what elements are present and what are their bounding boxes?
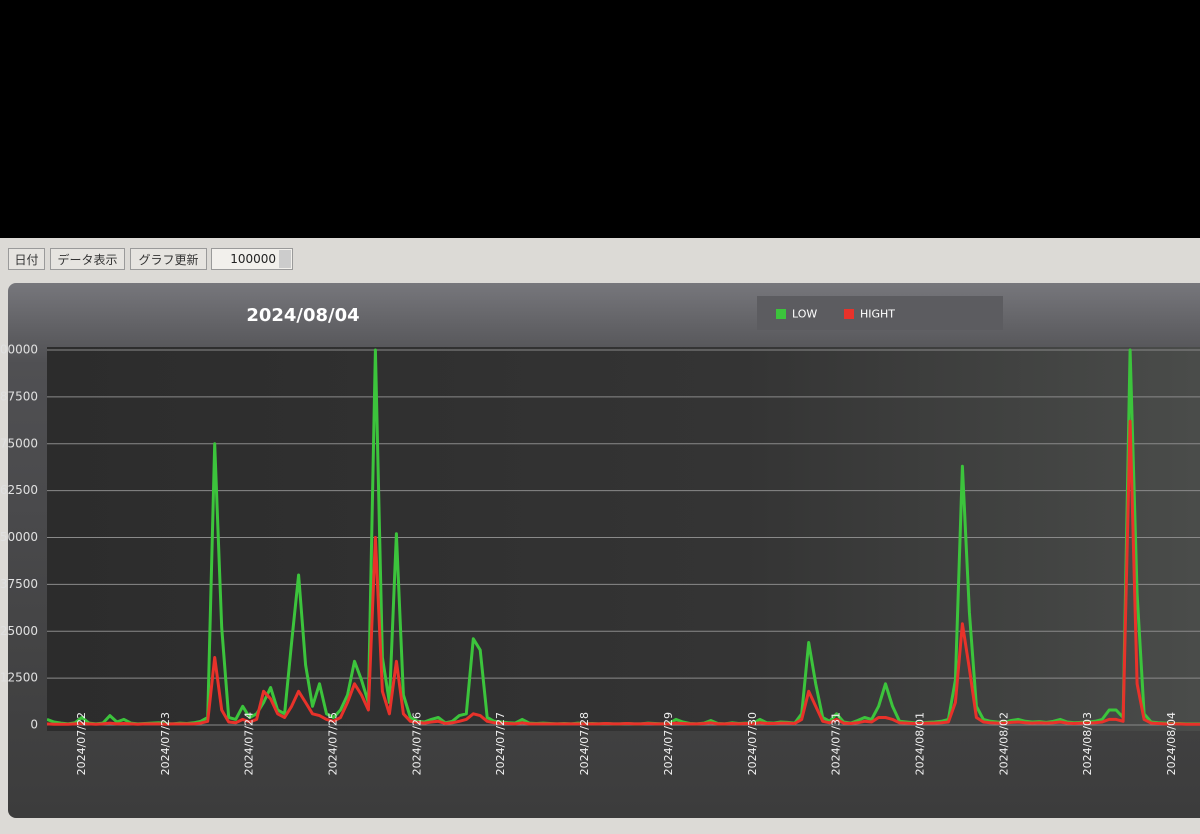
plot-area bbox=[47, 347, 1200, 731]
x-tick-label: 2024/07/31 bbox=[830, 712, 843, 775]
y-tick-label: 62500 bbox=[0, 483, 38, 497]
legend bbox=[757, 296, 1003, 330]
y-tick-label: 87500 bbox=[0, 389, 38, 403]
x-tick-label: 2024/07/29 bbox=[662, 712, 675, 775]
x-tick-label: 2024/07/27 bbox=[494, 712, 507, 775]
x-tick-label: 2024/07/22 bbox=[75, 712, 88, 775]
data-button[interactable]: データ表示 bbox=[50, 248, 125, 270]
x-tick-label: 2024/08/02 bbox=[997, 712, 1010, 775]
x-tick-label: 2024/07/26 bbox=[410, 712, 423, 775]
graph-update-button[interactable]: グラフ更新 bbox=[130, 248, 207, 270]
x-tick-label: 2024/08/03 bbox=[1081, 712, 1094, 775]
legend-swatch bbox=[776, 309, 786, 319]
x-tick-label: 2024/07/23 bbox=[159, 712, 172, 775]
chart-title: 2024/08/04 bbox=[246, 305, 359, 326]
legend-label: LOW bbox=[792, 308, 817, 321]
legend-swatch bbox=[844, 309, 854, 319]
y-tick-label: 100000 bbox=[0, 343, 38, 357]
y-tick-label: 37500 bbox=[0, 577, 38, 591]
x-tick-label: 2024/07/30 bbox=[746, 712, 759, 775]
x-tick-label: 2024/07/24 bbox=[243, 712, 256, 775]
x-tick-label: 2024/08/04 bbox=[1165, 712, 1178, 775]
y-tick-label: 0 bbox=[30, 718, 38, 732]
x-tick-label: 2024/07/25 bbox=[327, 712, 340, 775]
x-tick-label: 2024/08/01 bbox=[913, 712, 926, 775]
legend-label: HIGHT bbox=[860, 308, 895, 321]
y-tick-label: 25000 bbox=[0, 624, 38, 638]
max-input[interactable]: 100000 bbox=[211, 248, 293, 270]
y-tick-label: 12500 bbox=[0, 671, 38, 685]
series-line bbox=[47, 419, 1200, 726]
spinner[interactable] bbox=[279, 250, 291, 268]
y-tick-label: 75000 bbox=[0, 436, 38, 450]
x-tick-label: 2024/07/28 bbox=[578, 712, 591, 775]
max-input-value: 100000 bbox=[230, 252, 276, 266]
date-button[interactable]: 日付 bbox=[8, 248, 45, 270]
y-tick-label: 50000 bbox=[0, 530, 38, 544]
